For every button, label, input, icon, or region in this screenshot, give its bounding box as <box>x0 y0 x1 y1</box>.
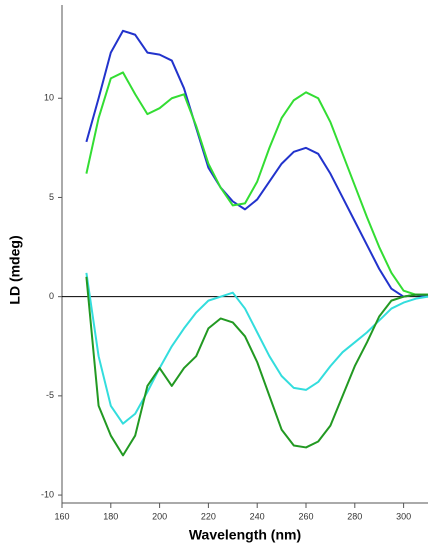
y-tick-label: 0 <box>49 291 54 301</box>
y-tick-label: -10 <box>41 489 54 499</box>
x-tick-label: 220 <box>201 511 216 521</box>
data-line <box>85 29 429 298</box>
data-line <box>85 71 428 296</box>
y-tick-label: -5 <box>46 390 54 400</box>
x-tick-label: 160 <box>54 511 69 521</box>
y-tick-label: 5 <box>49 192 54 202</box>
data-line <box>85 272 429 425</box>
x-tick-label: 180 <box>103 511 118 521</box>
x-axis-label: Wavelength (nm) <box>189 527 301 543</box>
x-tick-label: 240 <box>250 511 265 521</box>
x-tick-label: 300 <box>396 511 411 521</box>
x-tick-label: 280 <box>347 511 362 521</box>
y-axis-label: LD (mdeg) <box>7 235 23 304</box>
data-line <box>85 276 428 457</box>
x-tick-label: 260 <box>298 511 313 521</box>
y-tick-label: 10 <box>44 93 54 103</box>
x-tick-label: 200 <box>152 511 167 521</box>
